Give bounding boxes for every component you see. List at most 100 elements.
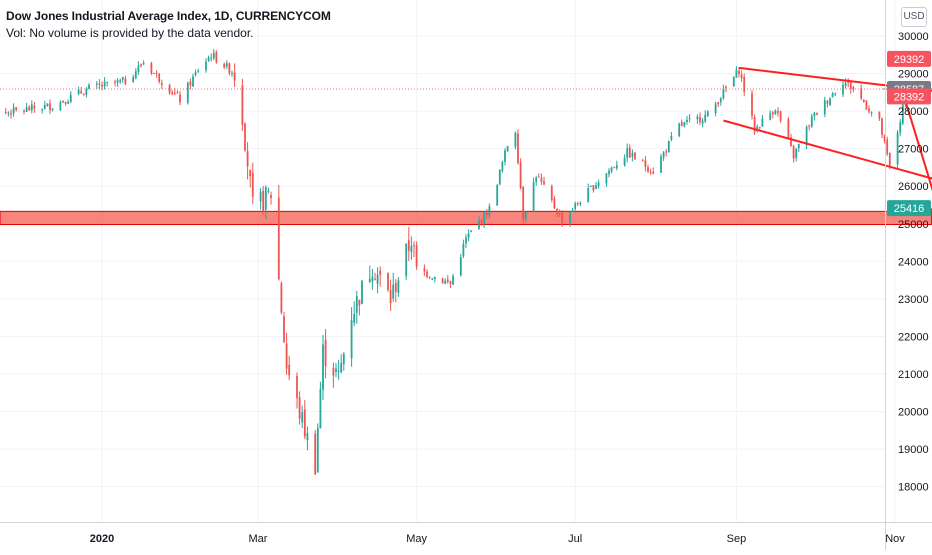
candle-body [407,240,410,251]
candle-body [725,87,727,89]
candle-body [901,104,904,124]
candle-body [30,104,33,111]
x-tick-label: Mar [249,533,268,545]
candle-body [262,190,265,211]
candle-body [158,73,161,82]
candle-body [426,271,428,277]
candle-body [686,119,688,122]
candle-body [670,136,673,140]
candle-body [452,276,454,285]
candle-body [337,370,340,372]
candle-body [267,190,270,192]
candle-body [462,243,465,257]
candle-body [285,343,288,369]
candle-body [543,181,545,185]
candle-body [813,112,816,117]
price-badges: 29392285872839225416 [887,50,931,217]
candle-body [194,72,197,75]
candle-body [186,82,189,104]
candle-body [46,103,49,107]
candle-body [59,101,62,111]
candle-body [342,353,345,364]
candle-body [270,195,272,198]
candle-body [613,167,616,169]
candle-body [171,92,174,95]
candle-body [678,123,681,137]
support-zone[interactable] [0,210,932,226]
candle-body [816,112,818,115]
candle-body [449,281,452,284]
candle-body [558,213,561,215]
candle-body [886,139,889,154]
candle-body [706,111,709,117]
candle-body [368,278,371,283]
candle-body [862,99,865,102]
candle-body [569,212,571,223]
candle-body [792,146,795,159]
candle-body [324,339,327,366]
candle-body [114,81,116,83]
candle-body [322,344,324,390]
candle-body [85,88,88,95]
candle-body [628,147,631,158]
currency-button[interactable]: USD [901,7,927,27]
candle-body [371,276,374,282]
candle-body [787,119,790,139]
candle-body [241,85,244,125]
candle-body [743,77,746,92]
candle-body [433,276,436,280]
candle-body [522,186,525,220]
candle-body [610,167,613,172]
candle-body [4,111,7,113]
candle-body [769,113,772,120]
candle-body [394,283,397,292]
y-tick-label: 22000 [898,331,929,343]
candle-body [485,213,488,216]
candle-body [28,107,31,111]
candle-body [524,211,527,220]
candle-body [649,171,652,173]
candle-body [389,289,392,304]
candle-body [155,73,158,75]
candle-body [758,126,761,128]
candle-body [608,170,610,175]
candle-body [228,63,231,74]
candle-body [95,83,98,85]
candle-body [134,71,137,79]
price-badge-entry [887,88,931,105]
candle-body [332,367,335,376]
candle-body [532,181,535,212]
candle-body [517,133,519,163]
y-tick-label: 29000 [898,69,929,81]
candle-body [132,77,135,83]
candle-body [519,162,522,189]
candle-body [683,121,686,127]
candle-body [160,83,163,86]
candle-body [374,279,376,281]
candle-body [696,116,699,120]
candle-body [831,93,834,97]
candle-body [834,93,837,95]
candle-body [623,157,626,166]
candle-body [732,76,735,87]
x-tick-label: Nov [885,533,905,545]
candle-body [397,280,400,293]
candle-body [153,72,155,74]
candle-body [574,203,577,210]
candle-body [207,57,210,62]
candle-body [550,186,553,200]
candle-body [699,116,701,123]
candle-body [662,152,665,158]
candle-body [896,132,899,165]
candle-body [722,88,725,99]
support-rectangle [0,210,932,226]
candle-body [597,182,600,187]
candle-body [870,112,873,114]
candle-body [688,118,691,120]
candle-body [62,100,64,103]
candle-body [358,299,361,306]
candle-body [376,274,379,284]
candle-body [771,112,774,114]
